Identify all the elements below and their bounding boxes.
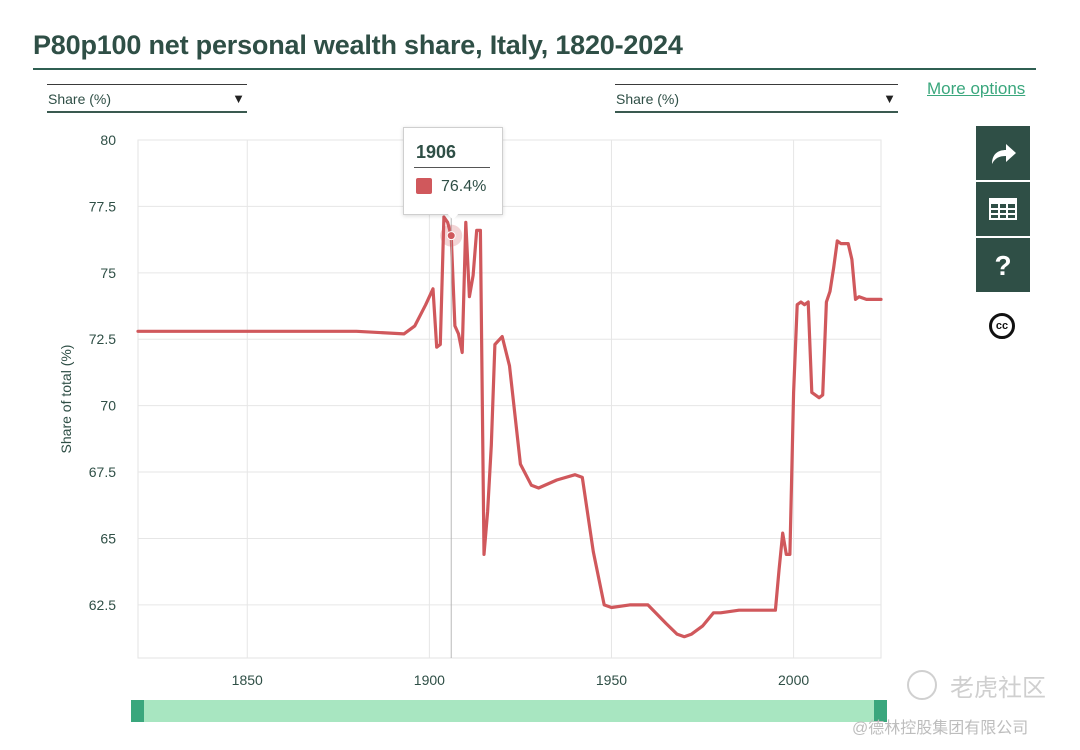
tooltip-divider xyxy=(414,167,490,168)
tooltip-value: 76.4% xyxy=(441,178,487,195)
chevron-down-icon: ▼ xyxy=(883,91,896,106)
x-tick-label: 1850 xyxy=(232,672,263,688)
x-tick-label: 1900 xyxy=(414,672,445,688)
creative-commons-icon[interactable]: cc xyxy=(989,313,1015,339)
tooltip-year: 1906 xyxy=(416,142,457,162)
chart-title: P80p100 net personal wealth share, Italy… xyxy=(33,30,683,60)
series-line xyxy=(136,215,883,639)
range-scrollbar[interactable] xyxy=(131,700,887,722)
tooltip-swatch xyxy=(416,178,432,194)
range-handle-right[interactable] xyxy=(874,700,887,722)
right-metric-select[interactable]: Share (%) ▼ xyxy=(615,84,898,113)
y-tick-label: 77.5 xyxy=(89,198,116,214)
y-tick-label: 75 xyxy=(100,265,116,281)
watermark-logo-icon xyxy=(907,670,937,700)
x-tick-label: 2000 xyxy=(778,672,809,688)
share-icon xyxy=(992,144,1016,164)
y-axis-label: Share of total (%) xyxy=(58,345,74,454)
right-select-label: Share (%) xyxy=(616,91,680,107)
y-tick-label: 67.5 xyxy=(89,464,116,480)
highlight-point[interactable] xyxy=(446,231,456,241)
y-tick-label: 65 xyxy=(100,530,116,546)
share-button[interactable] xyxy=(976,126,1030,180)
watermark-text: 老虎社区 xyxy=(950,675,1046,702)
y-tick-label: 80 xyxy=(100,132,116,148)
left-select-label: Share (%) xyxy=(48,91,112,107)
table-icon xyxy=(989,198,1017,220)
y-tick-label: 72.5 xyxy=(89,331,116,347)
chevron-down-icon: ▼ xyxy=(232,91,245,106)
range-handle-left[interactable] xyxy=(131,700,144,722)
help-button[interactable]: ? xyxy=(976,238,1030,292)
tooltip: 1906 76.4% xyxy=(403,127,503,215)
x-tick-label: 1950 xyxy=(596,672,627,688)
watermark-subtext: @德林控股集团有限公司 xyxy=(852,720,1029,737)
y-tick-label: 70 xyxy=(100,398,116,414)
tooltip-pointer xyxy=(446,212,460,220)
y-tick-label: 62.5 xyxy=(89,597,116,613)
title-divider xyxy=(33,68,1036,70)
table-view-button[interactable] xyxy=(976,182,1030,236)
left-metric-select[interactable]: Share (%) ▼ xyxy=(47,84,247,113)
svg-text:?: ? xyxy=(994,250,1011,280)
more-options-link[interactable]: More options xyxy=(927,79,1026,98)
help-icon: ? xyxy=(994,250,1011,280)
plot-frame xyxy=(137,139,882,659)
